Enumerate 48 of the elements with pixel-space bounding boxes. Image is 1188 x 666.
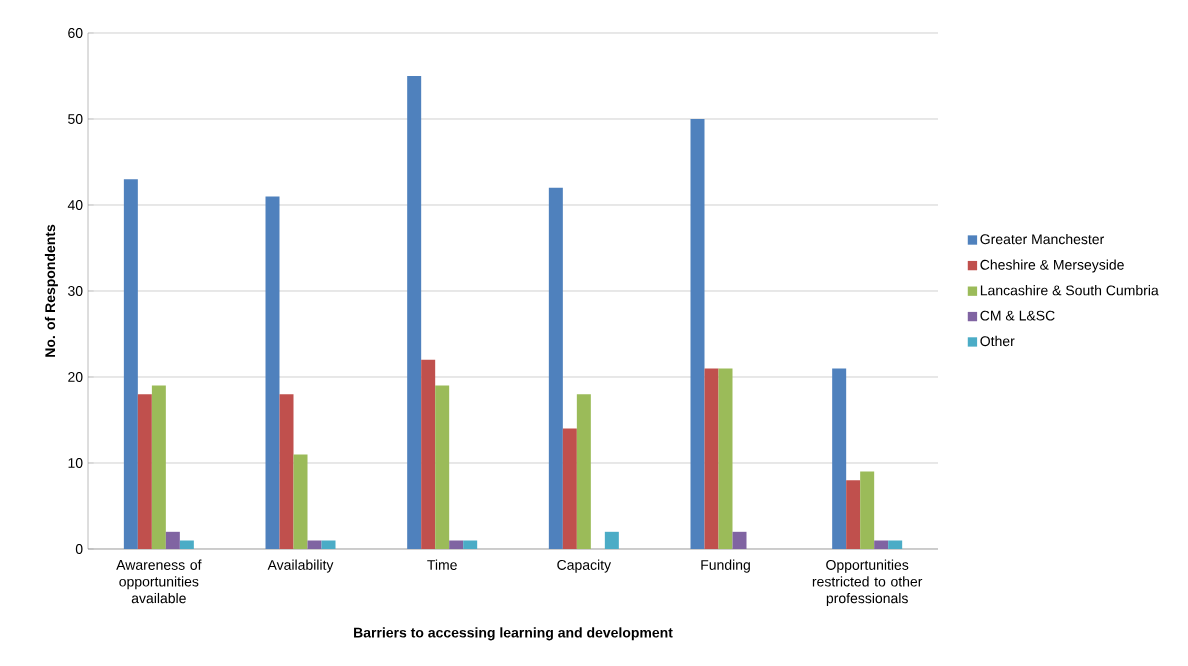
bar [690, 118, 705, 549]
legend-label: Cheshire & Merseyside [980, 259, 1124, 273]
x-tick-label: Capacity [557, 559, 612, 573]
x-tick-label: Availability [267, 559, 334, 573]
legend-label: Lancashire & South Cumbria [980, 285, 1159, 296]
bar [449, 540, 464, 549]
bar [307, 540, 322, 549]
bar [407, 76, 422, 549]
y-tick-label: 0 [75, 544, 83, 554]
y-tick-label: 50 [68, 114, 83, 124]
bar [732, 531, 747, 549]
y-tick-label: 30 [68, 286, 83, 296]
bar [860, 471, 875, 549]
bar [604, 531, 619, 549]
bar [576, 394, 591, 549]
legend-label: Greater Manchester [980, 233, 1105, 245]
bar [874, 540, 889, 549]
bar [321, 540, 336, 549]
x-axis-title: Barriers to accessing learning and development [354, 627, 673, 641]
y-tick-label: 40 [67, 200, 83, 210]
y-tick-label: 10 [68, 458, 83, 468]
x-tick-label: Time [427, 559, 457, 570]
y-tick-label: 60 [68, 28, 83, 38]
bar [718, 368, 733, 549]
y-tick-label: 20 [68, 372, 83, 382]
bar [435, 385, 450, 549]
bar [562, 428, 577, 549]
legend-label: CM & L&SC [980, 310, 1055, 321]
x-tick-label: Awareness of opportunities available [116, 559, 202, 604]
bar [421, 359, 436, 549]
bar [463, 540, 478, 549]
bar [265, 196, 280, 549]
bar [123, 179, 138, 549]
x-tick-label: Funding [701, 559, 750, 573]
bar [179, 540, 194, 549]
bar [293, 454, 308, 549]
bar [832, 368, 847, 549]
bar [846, 480, 861, 549]
bar [137, 394, 152, 549]
bar [548, 187, 563, 549]
bar [888, 540, 903, 549]
legend-label: Other [980, 335, 1015, 347]
bar [165, 531, 180, 549]
x-tick-label: Opportunities restricted to other professionals [812, 559, 923, 606]
bar [151, 385, 166, 549]
bar [279, 394, 294, 549]
y-axis-title: No. of Respondents [44, 224, 58, 357]
bar [704, 368, 719, 549]
